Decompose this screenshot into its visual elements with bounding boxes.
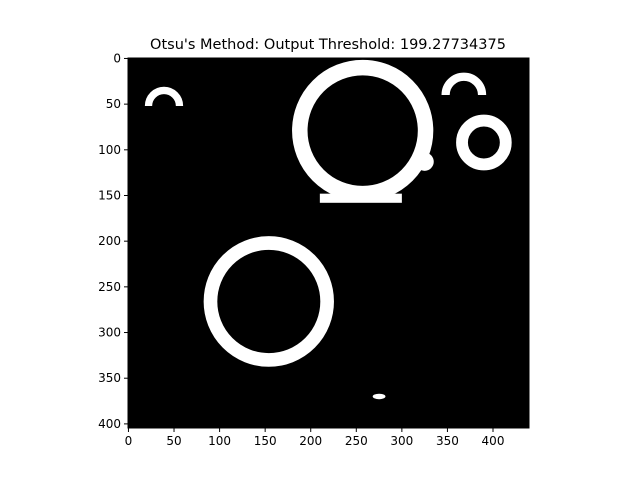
y-tick-label: 350 [98, 371, 121, 385]
image [128, 58, 529, 428]
y-tick-label: 300 [98, 326, 121, 340]
y-tick-label: 200 [98, 234, 121, 248]
y-tick-label: 400 [98, 417, 121, 431]
x-tick-label: 300 [390, 434, 413, 448]
x-tick-label: 150 [254, 434, 277, 448]
x-tick-label: 50 [166, 434, 181, 448]
x-tick-label: 350 [436, 434, 459, 448]
x-tick-label: 250 [345, 434, 368, 448]
blob [372, 393, 386, 400]
arc [441, 72, 487, 96]
ring [203, 236, 334, 367]
ring [456, 114, 512, 171]
blob [415, 152, 434, 171]
y-tick-label: 50 [106, 97, 121, 111]
blob [319, 193, 402, 203]
image-background [128, 58, 529, 428]
x-tick-label: 0 [125, 434, 133, 448]
y-tick-label: 150 [98, 188, 121, 202]
x-tick-label: 100 [208, 434, 231, 448]
y-tick-label: 0 [113, 51, 121, 65]
x-tick-label: 400 [482, 434, 505, 448]
y-tick-label: 250 [98, 280, 121, 294]
arc [144, 86, 184, 107]
y-tick-label: 100 [98, 143, 121, 157]
image-content [144, 59, 512, 400]
axes-frame [127, 57, 530, 429]
x-tick-label: 200 [299, 434, 322, 448]
chart-title: Otsu's Method: Output Threshold: 199.277… [150, 37, 506, 53]
